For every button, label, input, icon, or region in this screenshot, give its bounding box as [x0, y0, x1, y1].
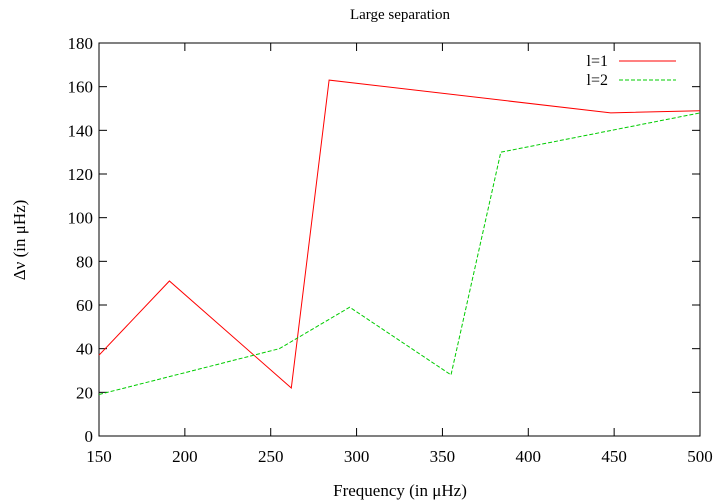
y-tick-label: 180 [68, 34, 94, 53]
series-line-l1 [98, 79, 701, 389]
x-tick-label: 250 [258, 447, 284, 466]
plot-frame [98, 42, 701, 437]
series-line-l2 [98, 112, 701, 395]
legend-label: l=2 [587, 72, 608, 89]
x-tick-label: 150 [86, 447, 112, 466]
y-tick-label: 160 [68, 78, 94, 97]
x-tick-label: 300 [344, 447, 370, 466]
y-tick-label: 140 [68, 121, 94, 140]
y-tick-label: 20 [76, 383, 93, 402]
legend-label: l=1 [587, 53, 608, 70]
series-lines [98, 79, 701, 395]
x-axis-title: Frequency (in μHz) [333, 481, 467, 500]
y-tick-label: 80 [76, 252, 93, 271]
y-tick-label: 40 [76, 340, 93, 359]
legend: l=1l=2 [587, 53, 676, 89]
x-tick-label: 350 [430, 447, 456, 466]
x-tick-label: 500 [687, 447, 713, 466]
x-tick-label: 450 [601, 447, 627, 466]
y-tick-label: 120 [68, 165, 94, 184]
y-tick-label: 0 [85, 427, 94, 446]
y-tick-label: 60 [76, 296, 93, 315]
y-tick-label: 100 [68, 209, 94, 228]
y-axis-title: Δν (in μHz) [10, 200, 29, 281]
x-tick-label: 200 [172, 447, 198, 466]
axis-ticks: 150 200 250 300 350 400 450 500 0 20 40 60 80 100 120 1… [68, 34, 713, 466]
x-tick-label: 400 [516, 447, 542, 466]
chart-title: Large separation [350, 7, 451, 23]
